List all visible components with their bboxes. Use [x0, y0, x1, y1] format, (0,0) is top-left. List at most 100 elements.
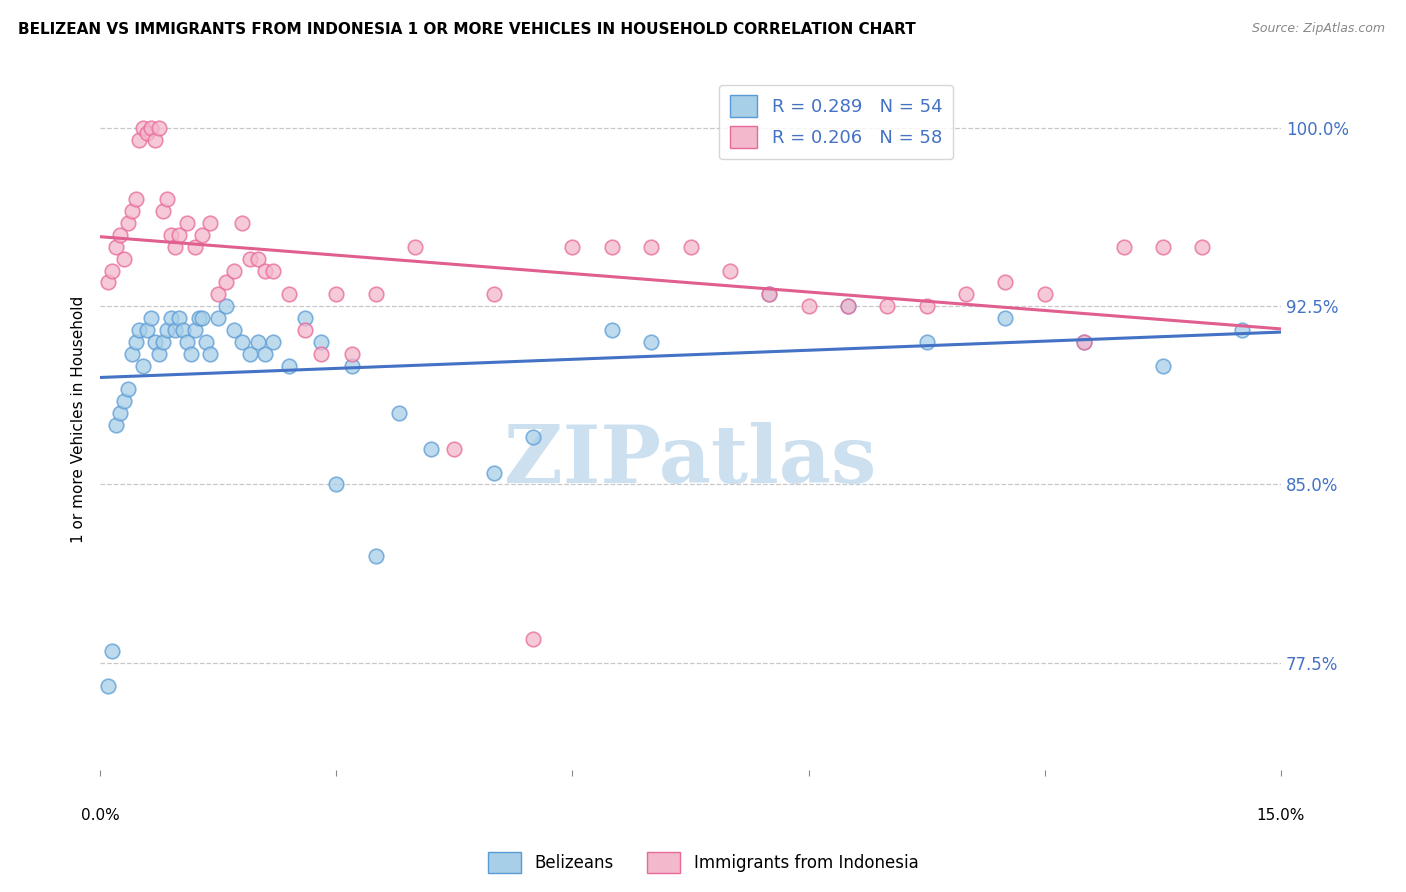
Point: [231, 216, 253, 230]
Point: [876, 299, 898, 313]
Point: [97, 680, 120, 694]
Point: [522, 430, 544, 444]
Point: [1152, 240, 1174, 254]
Point: [163, 240, 186, 254]
Point: [340, 347, 363, 361]
Point: [1033, 287, 1056, 301]
Point: [124, 334, 146, 349]
Point: [640, 334, 662, 349]
Point: [278, 359, 301, 373]
Point: [482, 287, 505, 301]
Point: [915, 334, 938, 349]
Point: [837, 299, 859, 313]
Point: [121, 347, 143, 361]
Point: [132, 120, 155, 135]
Point: [97, 276, 120, 290]
Point: [112, 252, 135, 266]
Text: 0.0%: 0.0%: [80, 808, 120, 823]
Point: [148, 347, 170, 361]
Point: [191, 227, 214, 242]
Point: [718, 263, 741, 277]
Point: [222, 323, 245, 337]
Point: [207, 311, 229, 326]
Point: [136, 126, 159, 140]
Point: [482, 466, 505, 480]
Point: [200, 347, 222, 361]
Point: [309, 334, 332, 349]
Point: [294, 323, 316, 337]
Point: [994, 311, 1017, 326]
Point: [797, 299, 820, 313]
Point: [837, 299, 859, 313]
Point: [1152, 359, 1174, 373]
Point: [994, 276, 1017, 290]
Point: [364, 287, 387, 301]
Point: [388, 406, 411, 420]
Point: [215, 276, 238, 290]
Point: [561, 240, 583, 254]
Text: 15.0%: 15.0%: [1257, 808, 1305, 823]
Point: [124, 192, 146, 206]
Point: [364, 549, 387, 563]
Point: [156, 192, 179, 206]
Point: [262, 334, 284, 349]
Point: [254, 347, 277, 361]
Point: [200, 216, 222, 230]
Point: [148, 120, 170, 135]
Point: [246, 334, 269, 349]
Point: [600, 240, 623, 254]
Point: [132, 359, 155, 373]
Point: [136, 323, 159, 337]
Point: [231, 334, 253, 349]
Point: [215, 299, 238, 313]
Point: [1112, 240, 1135, 254]
Point: [294, 311, 316, 326]
Point: [325, 477, 347, 491]
Text: BELIZEAN VS IMMIGRANTS FROM INDONESIA 1 OR MORE VEHICLES IN HOUSEHOLD CORRELATIO: BELIZEAN VS IMMIGRANTS FROM INDONESIA 1 …: [18, 22, 917, 37]
Point: [128, 133, 150, 147]
Point: [309, 347, 332, 361]
Point: [222, 263, 245, 277]
Point: [172, 323, 194, 337]
Point: [758, 287, 780, 301]
Point: [679, 240, 702, 254]
Point: [141, 311, 163, 326]
Point: [522, 632, 544, 646]
Point: [152, 204, 174, 219]
Point: [101, 263, 124, 277]
Text: Source: ZipAtlas.com: Source: ZipAtlas.com: [1251, 22, 1385, 36]
Point: [239, 252, 262, 266]
Point: [167, 311, 190, 326]
Point: [640, 240, 662, 254]
Point: [246, 252, 269, 266]
Point: [104, 417, 127, 432]
Point: [143, 334, 166, 349]
Point: [167, 227, 190, 242]
Point: [160, 311, 183, 326]
Point: [278, 287, 301, 301]
Point: [758, 287, 780, 301]
Point: [325, 287, 347, 301]
Point: [112, 394, 135, 409]
Point: [239, 347, 262, 361]
Point: [1230, 323, 1253, 337]
Point: [254, 263, 277, 277]
Point: [183, 323, 205, 337]
Point: [176, 334, 198, 349]
Point: [404, 240, 426, 254]
Point: [108, 227, 131, 242]
Point: [340, 359, 363, 373]
Point: [117, 382, 139, 396]
Point: [117, 216, 139, 230]
Point: [187, 311, 209, 326]
Point: [183, 240, 205, 254]
Point: [1073, 334, 1095, 349]
Point: [600, 323, 623, 337]
Point: [143, 133, 166, 147]
Point: [419, 442, 441, 456]
Point: [191, 311, 214, 326]
Point: [1191, 240, 1213, 254]
Point: [180, 347, 202, 361]
Point: [128, 323, 150, 337]
Point: [152, 334, 174, 349]
